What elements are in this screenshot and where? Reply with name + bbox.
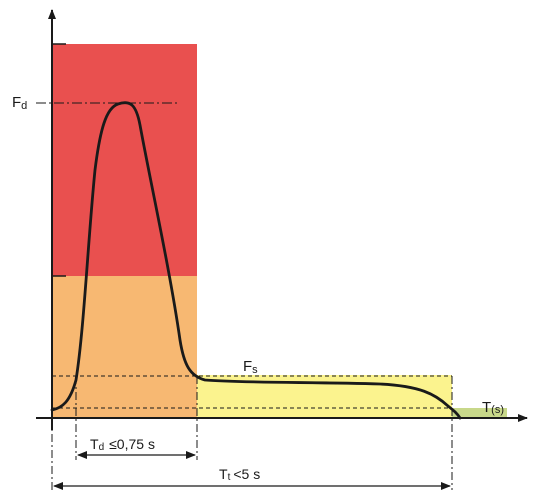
- t-axis-label: T(s): [482, 399, 504, 416]
- tt-label: Tt <5 s: [219, 466, 260, 483]
- fd-label: Fd: [12, 94, 27, 112]
- orange-zone: [52, 276, 197, 418]
- fs-label: Fs: [243, 358, 258, 376]
- td-label: Td ≤0,75 s: [90, 436, 155, 453]
- force-curve: [50, 101, 462, 420]
- red-zone: [52, 44, 197, 276]
- green-zone: [452, 408, 507, 418]
